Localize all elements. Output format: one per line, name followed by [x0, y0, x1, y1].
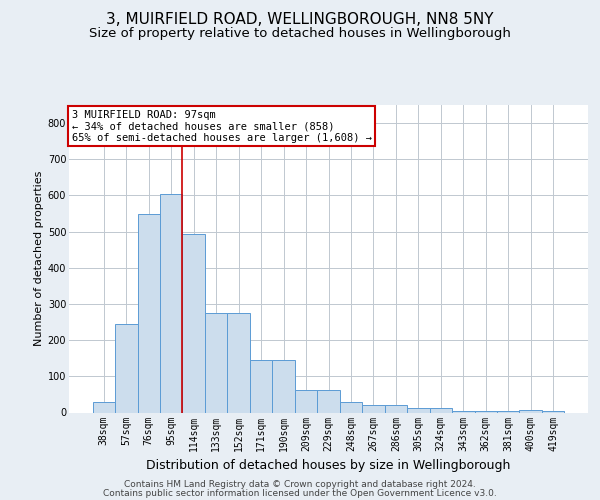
- Y-axis label: Number of detached properties: Number of detached properties: [34, 171, 44, 346]
- Bar: [295, 390, 317, 412]
- X-axis label: Distribution of detached houses by size in Wellingborough: Distribution of detached houses by size …: [146, 459, 511, 472]
- Bar: [205, 312, 227, 412]
- Bar: [137, 214, 160, 412]
- Bar: [272, 360, 295, 412]
- Bar: [385, 406, 407, 412]
- Bar: [497, 410, 520, 412]
- Text: 3, MUIRFIELD ROAD, WELLINGBOROUGH, NN8 5NY: 3, MUIRFIELD ROAD, WELLINGBOROUGH, NN8 5…: [106, 12, 494, 28]
- Bar: [227, 312, 250, 412]
- Bar: [542, 410, 565, 412]
- Bar: [92, 402, 115, 412]
- Bar: [160, 194, 182, 412]
- Bar: [407, 408, 430, 412]
- Bar: [362, 406, 385, 412]
- Bar: [452, 410, 475, 412]
- Bar: [182, 234, 205, 412]
- Bar: [520, 410, 542, 412]
- Text: Contains public sector information licensed under the Open Government Licence v3: Contains public sector information licen…: [103, 488, 497, 498]
- Bar: [250, 360, 272, 412]
- Bar: [475, 410, 497, 412]
- Text: Contains HM Land Registry data © Crown copyright and database right 2024.: Contains HM Land Registry data © Crown c…: [124, 480, 476, 489]
- Bar: [430, 408, 452, 412]
- Bar: [115, 324, 137, 412]
- Bar: [340, 402, 362, 412]
- Bar: [317, 390, 340, 412]
- Text: 3 MUIRFIELD ROAD: 97sqm
← 34% of detached houses are smaller (858)
65% of semi-d: 3 MUIRFIELD ROAD: 97sqm ← 34% of detache…: [71, 110, 371, 143]
- Text: Size of property relative to detached houses in Wellingborough: Size of property relative to detached ho…: [89, 28, 511, 40]
